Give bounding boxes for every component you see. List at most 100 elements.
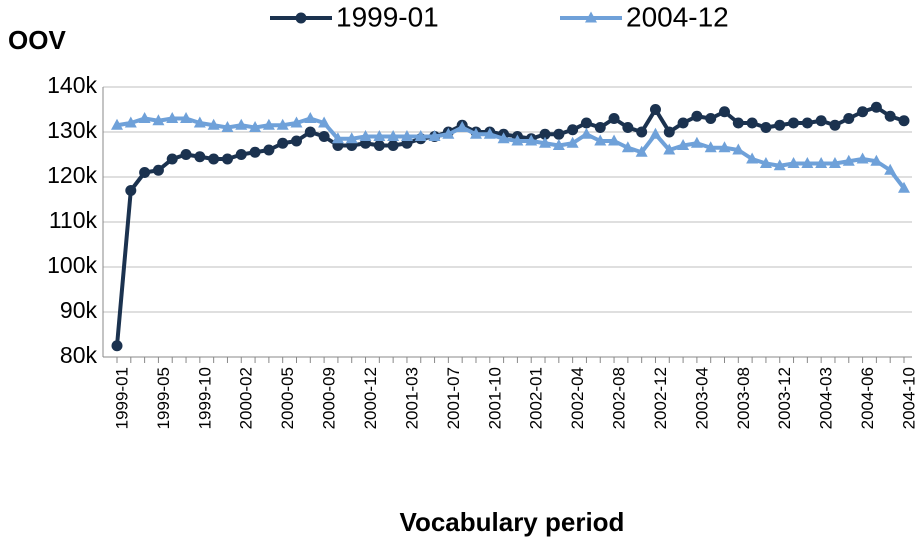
data-point [387,130,400,141]
x-tick-label: 1999-01 [112,367,131,429]
data-point [235,118,248,130]
data-point [870,154,883,166]
data-point [705,113,717,124]
y-tick-label: 120k [47,162,97,188]
data-point [621,141,634,153]
legend-marker [585,11,597,23]
data-point [759,157,772,168]
data-point [663,143,676,155]
data-point [760,122,772,133]
data-point [898,181,910,193]
data-point [235,149,247,160]
data-point [843,113,855,124]
x-tick-label: 2002-12 [651,367,670,429]
data-point [124,116,137,128]
data-point [690,136,703,148]
data-point [276,118,289,130]
x-tick-label: 2004-10 [899,367,918,429]
data-point [622,122,634,133]
x-tick-label: 1999-10 [195,367,214,429]
data-point [732,117,744,129]
data-point [208,153,220,165]
x-tick-label: 2003-04 [692,367,711,429]
data-point [469,127,482,139]
data-point [262,118,275,130]
data-point [539,136,552,148]
x-axis-label: Vocabulary period [400,507,625,537]
data-point [456,121,469,132]
data-point [290,135,302,147]
data-point [898,115,910,127]
data-point [483,127,496,139]
data-point [277,137,289,149]
y-tick-label: 100k [47,252,97,278]
data-point [387,140,399,151]
data-point [608,113,620,124]
data-point [511,134,524,146]
data-point [249,121,262,132]
data-point [194,151,206,163]
y-tick-label: 130k [47,117,97,143]
data-point [746,152,759,164]
data-point [428,130,441,141]
data-point [884,163,897,175]
data-point [774,119,786,131]
data-point [649,127,662,139]
x-tick-label: 2001-03 [402,367,421,429]
data-point [345,132,358,144]
x-tick-label: 2002-04 [568,367,587,429]
x-tick-label: 2004-06 [858,367,877,429]
data-point [249,146,261,158]
data-point [636,126,648,138]
data-point [138,112,151,123]
data-point [111,340,123,352]
data-point [746,117,758,129]
legend-marker [295,12,307,24]
data-point [801,157,814,168]
legend-label: 2004-12 [626,1,729,32]
data-point [856,152,869,164]
data-point [580,117,592,129]
x-tick-label: 2001-10 [485,367,504,429]
data-point [704,141,717,153]
data-point [125,185,137,196]
data-point [857,106,869,118]
data-point [359,130,372,141]
data-point [580,127,593,139]
data-point [400,130,413,141]
y-axis-label: OOV [8,25,66,55]
data-point [539,128,551,140]
data-point [221,153,233,165]
data-point [732,143,745,155]
data-point [221,121,234,132]
data-point [649,104,661,115]
series-line [115,105,905,346]
data-point [677,117,689,129]
data-point [111,118,123,130]
data-point [318,131,330,142]
data-point [207,118,220,130]
data-point [290,116,303,128]
data-point [414,130,427,141]
x-tick-label: 2000-02 [237,367,256,429]
data-point [815,157,828,168]
data-point [180,149,192,160]
y-tick-label: 110k [49,207,98,233]
x-tick-label: 2004-03 [817,367,836,429]
x-tick-label: 1999-05 [154,367,173,429]
data-point [828,157,841,168]
y-tick-label: 140k [47,72,97,98]
x-tick-label: 2000-12 [361,367,380,429]
data-point [870,101,882,113]
data-point [263,144,275,156]
data-point [331,132,344,144]
data-point [152,114,165,126]
y-tick-label: 80k [60,342,98,368]
data-point [566,136,579,148]
data-point [304,126,316,138]
data-point [552,139,565,150]
data-point [166,153,178,165]
data-point [608,134,621,146]
y-tick-label: 90k [60,297,98,323]
data-point [815,115,827,127]
